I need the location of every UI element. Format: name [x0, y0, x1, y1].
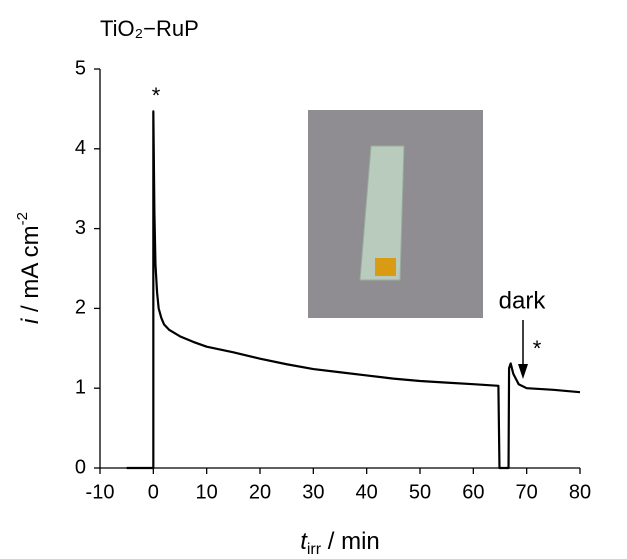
- x-tick-label: 30: [302, 481, 324, 503]
- y-tick-label: 4: [75, 137, 86, 159]
- x-tick-label: -10: [86, 481, 115, 503]
- x-tick-label: 0: [148, 481, 159, 503]
- y-tick-label: 5: [75, 57, 86, 79]
- x-tick-label: 20: [249, 481, 271, 503]
- x-tick-label: 80: [569, 481, 591, 503]
- x-tick-label: 40: [356, 481, 378, 503]
- x-label-unit: / min: [321, 528, 380, 555]
- y-tick-label: 3: [75, 217, 86, 239]
- annotation: *: [152, 83, 161, 108]
- x-tick-label: 50: [409, 481, 431, 503]
- x-axis-label: tirr / min: [300, 528, 380, 558]
- y-tick-label: 1: [75, 376, 86, 398]
- x-tick-label: 70: [516, 481, 538, 503]
- y-label-exponent: -2: [14, 212, 31, 225]
- data-line: [126, 110, 581, 470]
- annotation: dark: [499, 287, 547, 314]
- x-tick-label: 60: [462, 481, 484, 503]
- x-tick-label: 10: [196, 481, 218, 503]
- arrow: [518, 320, 528, 379]
- inset-photo: [308, 110, 483, 318]
- y-label-unit: / mA cm: [17, 225, 44, 318]
- y-axis-label: i / mA cm-2: [14, 212, 44, 324]
- chart-title: TiO₂−RuP: [100, 16, 199, 41]
- x-label-symbol: t: [300, 528, 308, 555]
- annotation: *: [533, 336, 542, 361]
- x-label-subscript: irr: [307, 541, 322, 558]
- y-tick-label: 2: [75, 297, 86, 319]
- y-label-symbol: i: [17, 318, 44, 324]
- y-tick-label: 0: [75, 456, 86, 478]
